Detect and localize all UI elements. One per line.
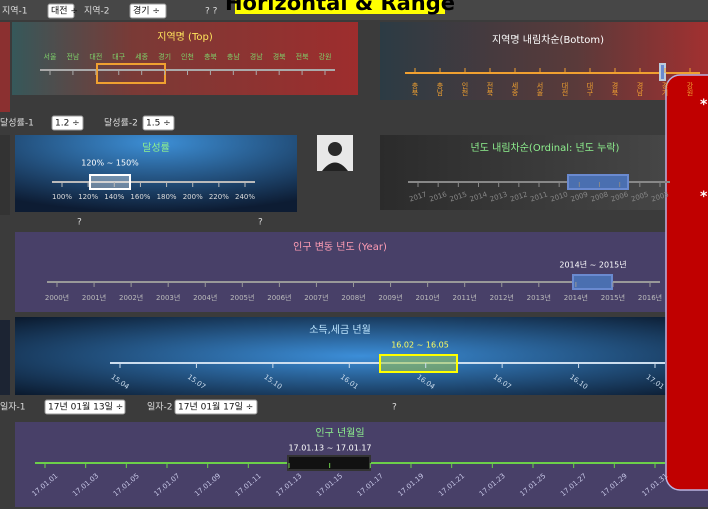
help-mark: ? ? <box>205 7 218 17</box>
tick-label: 경남 <box>636 81 644 96</box>
tick-label: 2001년 <box>82 293 106 302</box>
tick-label: 2012년 <box>490 293 514 302</box>
tick-label: 전북 <box>486 81 494 97</box>
control-label: 달성률-1 <box>0 117 34 129</box>
tick-label: 세종 <box>511 81 519 96</box>
tick-label: 경남 <box>250 52 263 61</box>
tick-label: 2003년 <box>156 293 180 302</box>
select-value[interactable]: 대전 ÷ <box>51 6 78 17</box>
tick-label: 2002년 <box>119 293 143 302</box>
page-title: Horizontal & Range <box>225 0 455 15</box>
range-selection[interactable] <box>573 275 612 289</box>
tick-label: 2015년 <box>601 293 625 302</box>
callout-bullet: * <box>700 189 708 205</box>
tick-label: 전북 <box>296 52 309 61</box>
tick-label: 2007년 <box>304 293 328 302</box>
tick-label: 세종 <box>135 52 148 61</box>
tick-label: 경북 <box>611 81 619 97</box>
tick-label: 200% <box>183 193 203 201</box>
tick-label: 120% <box>78 193 98 201</box>
panel-title: 지역명 내림차순(Bottom) <box>492 34 604 46</box>
callout <box>666 75 708 490</box>
tick-label: 2005년 <box>230 293 254 302</box>
tick-label: 충북 <box>204 52 217 61</box>
tick-label: 100% <box>52 193 72 201</box>
tick-label: 인천 <box>181 52 194 61</box>
tick-label: 충북 <box>411 81 419 97</box>
range-selection[interactable] <box>568 175 628 189</box>
control-label: 일자-1 <box>0 402 26 413</box>
tick-label: 대구 <box>112 53 125 61</box>
range-label: 2014년 ~ 2015년 <box>559 260 626 270</box>
tick-label: 경기 <box>158 52 171 61</box>
tick-label: 인천 <box>461 81 469 96</box>
range-selection[interactable] <box>660 64 665 80</box>
tick-label: 서울 <box>44 52 57 61</box>
tick-label: 140% <box>104 193 124 201</box>
control-label: 지역-1 <box>2 6 28 17</box>
panel-title: 년도 내림차순(Ordinal: 년도 누락) <box>471 142 620 154</box>
panel-title: 지역명 (Top) <box>157 31 213 43</box>
select-value[interactable]: 1.5 ÷ <box>146 119 171 129</box>
tick-label: 2000년 <box>45 293 69 302</box>
tick-label: 2010년 <box>415 293 439 302</box>
range-selection[interactable] <box>380 355 457 372</box>
tick-label: 서울 <box>536 81 544 96</box>
tick-label: 강원 <box>686 81 694 96</box>
range-label: 16.02 ~ 16.05 <box>391 341 449 350</box>
tick-label: 2008년 <box>341 293 365 302</box>
screen: Horizontal & Range 지역-1대전 ÷지역-2경기 ÷? ?달성… <box>0 0 708 509</box>
panel-title: 달성률 <box>142 142 170 154</box>
control-label: 달성률-2 <box>104 117 138 129</box>
range-label: 120% ~ 150% <box>81 159 139 168</box>
help-mark: ? <box>392 403 397 413</box>
tick-label: 2014년 <box>564 293 588 302</box>
tick-label: 2004년 <box>193 293 217 302</box>
panel-title: 인구 년월일 <box>315 427 364 439</box>
tick-label: 160% <box>130 193 150 201</box>
tick-label: 180% <box>157 193 177 201</box>
panel-title: 인구 변동 년도 (Year) <box>293 241 387 253</box>
range-label: 17.01.13 ~ 17.01.17 <box>288 444 371 453</box>
tick-label: 240% <box>235 193 255 201</box>
tick-label: 대전 <box>89 52 102 61</box>
side-panel <box>0 22 10 112</box>
tick-label: 대구 <box>586 82 594 97</box>
tick-label: 강원 <box>319 52 332 61</box>
tick-label: 2006년 <box>267 293 291 302</box>
tick-label: 2016년 <box>638 293 662 302</box>
select-value[interactable]: 1.2 ÷ <box>55 119 80 129</box>
panel <box>380 22 708 100</box>
side-panel <box>0 320 10 395</box>
callout-bullet: * <box>700 97 708 113</box>
tick-label: 2009년 <box>378 293 402 302</box>
range-selection[interactable] <box>288 456 370 470</box>
select-value[interactable]: 17년 01월 13일 ÷ <box>48 401 123 413</box>
side-panel <box>0 135 10 215</box>
tick-label: 대전 <box>561 82 569 96</box>
tick-label: 경북 <box>273 52 286 61</box>
select-value[interactable]: 경기 ÷ <box>133 5 160 17</box>
tick-label: 충남 <box>436 81 444 96</box>
range-selection[interactable] <box>90 175 130 189</box>
tick-label: 2013년 <box>527 293 551 302</box>
select-value[interactable]: 17년 01월 17일 ÷ <box>178 401 253 413</box>
tick-label: 2011년 <box>453 293 477 302</box>
help-mark: ? <box>77 218 82 228</box>
panel-title: 소득,세금 년월 <box>309 324 371 336</box>
control-label: 일자-2 <box>147 402 173 413</box>
tick-label: 220% <box>209 193 229 201</box>
tick-label: 전남 <box>66 52 79 61</box>
tick-label: 충남 <box>227 52 240 61</box>
photo-head <box>328 142 342 156</box>
help-mark: ? <box>258 218 263 228</box>
tick-label: 경기 <box>661 81 669 97</box>
control-label: 지역-2 <box>84 6 110 17</box>
